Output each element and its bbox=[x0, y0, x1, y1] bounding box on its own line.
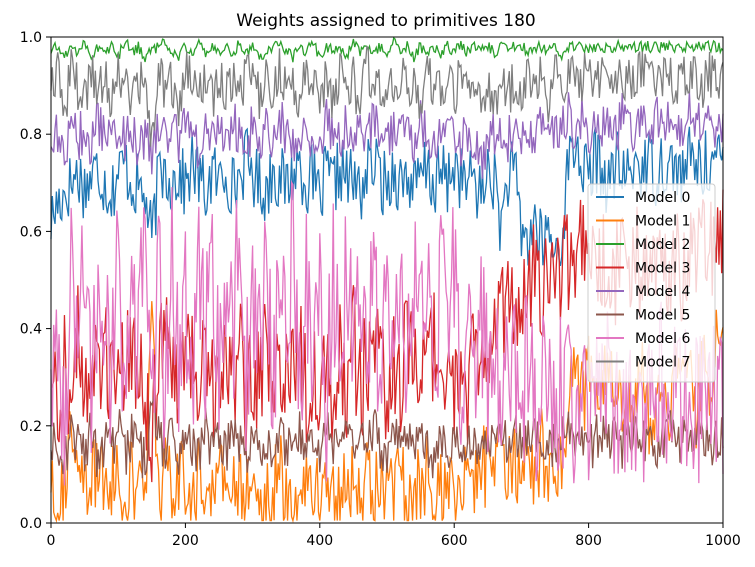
series-line-model-4 bbox=[50, 90, 724, 179]
series-line-model-2 bbox=[50, 36, 724, 63]
series-line-model-6 bbox=[50, 179, 724, 486]
series-line-model-7 bbox=[50, 46, 724, 147]
x-tick-label: 1000 bbox=[705, 533, 741, 549]
x-tick-label: 600 bbox=[441, 533, 468, 549]
x-tick-label: 0 bbox=[47, 533, 56, 549]
series-line-model-5 bbox=[50, 390, 724, 479]
y-tick-label: 1.0 bbox=[20, 30, 42, 46]
chart-title: Weights assigned to primitives 180 bbox=[236, 11, 535, 31]
y-tick-label: 0.0 bbox=[20, 516, 42, 532]
legend-label: Model 6 bbox=[635, 331, 690, 347]
y-tick-label: 0.6 bbox=[20, 224, 42, 240]
legend-label: Model 7 bbox=[635, 355, 690, 371]
series-line-model-0 bbox=[50, 126, 724, 267]
x-tick-label: 400 bbox=[306, 533, 333, 549]
axes-frame bbox=[50, 36, 724, 524]
y-tick-label: 0.4 bbox=[20, 322, 42, 338]
legend-label: Model 2 bbox=[635, 237, 690, 253]
legend-label: Model 5 bbox=[635, 308, 690, 324]
y-tick-label: 0.8 bbox=[20, 127, 42, 143]
y-axis: 0.0 0.2 0.4 0.6 0.8 1.0 bbox=[20, 30, 51, 532]
x-tick-label: 200 bbox=[172, 533, 199, 549]
x-tick-label: 800 bbox=[575, 533, 602, 549]
x-axis: 0 200 400 600 800 1000 bbox=[47, 523, 741, 549]
legend-label: Model 4 bbox=[635, 284, 690, 300]
legend-label: Model 0 bbox=[635, 190, 690, 206]
legend-box bbox=[587, 183, 716, 383]
legend-label: Model 1 bbox=[635, 214, 690, 230]
y-tick-label: 0.2 bbox=[20, 419, 42, 435]
legend: Model 0 Model 1 Model 2 Model 3 Model 4 Model… bbox=[587, 183, 716, 383]
legend-label: Model 3 bbox=[635, 261, 690, 277]
